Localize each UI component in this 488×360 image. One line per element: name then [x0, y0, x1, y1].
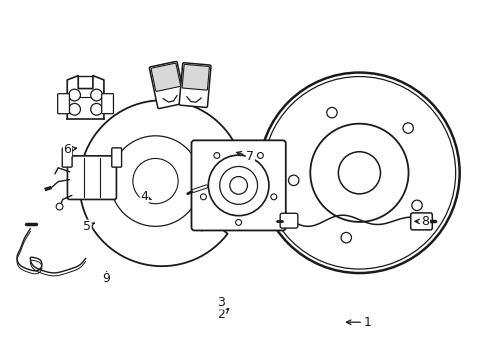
FancyBboxPatch shape	[112, 148, 122, 167]
FancyBboxPatch shape	[191, 140, 285, 230]
Circle shape	[310, 124, 407, 222]
Text: 5: 5	[83, 220, 94, 233]
FancyBboxPatch shape	[410, 213, 431, 230]
Circle shape	[411, 200, 421, 211]
Circle shape	[338, 152, 380, 194]
Circle shape	[259, 73, 459, 273]
Circle shape	[229, 176, 247, 194]
Circle shape	[210, 148, 217, 155]
Circle shape	[110, 136, 201, 226]
Circle shape	[200, 194, 206, 200]
Text: 8: 8	[414, 215, 428, 228]
FancyBboxPatch shape	[149, 62, 185, 109]
Circle shape	[340, 233, 351, 243]
Circle shape	[270, 194, 276, 200]
Text: 9: 9	[102, 272, 110, 285]
Circle shape	[213, 153, 220, 158]
FancyBboxPatch shape	[151, 63, 180, 91]
Circle shape	[257, 153, 263, 158]
FancyBboxPatch shape	[280, 213, 297, 228]
Circle shape	[288, 175, 298, 185]
Circle shape	[91, 89, 102, 101]
Text: 4: 4	[140, 190, 151, 203]
Circle shape	[402, 123, 412, 133]
Circle shape	[219, 166, 257, 204]
Circle shape	[263, 77, 455, 269]
Circle shape	[56, 203, 63, 210]
Circle shape	[198, 224, 205, 231]
FancyBboxPatch shape	[62, 148, 72, 167]
Text: 2: 2	[217, 309, 228, 321]
Text: 7: 7	[236, 150, 254, 163]
Circle shape	[68, 89, 80, 101]
Circle shape	[326, 107, 336, 118]
Circle shape	[68, 103, 80, 115]
FancyBboxPatch shape	[182, 64, 209, 90]
Circle shape	[235, 220, 241, 225]
Circle shape	[91, 103, 102, 115]
FancyBboxPatch shape	[58, 94, 69, 114]
Circle shape	[133, 158, 178, 204]
FancyBboxPatch shape	[67, 156, 116, 199]
FancyBboxPatch shape	[179, 63, 210, 107]
Circle shape	[208, 155, 268, 216]
Text: 6: 6	[63, 143, 77, 156]
FancyBboxPatch shape	[102, 94, 113, 114]
Text: 1: 1	[346, 316, 371, 329]
Text: 3: 3	[217, 296, 224, 309]
